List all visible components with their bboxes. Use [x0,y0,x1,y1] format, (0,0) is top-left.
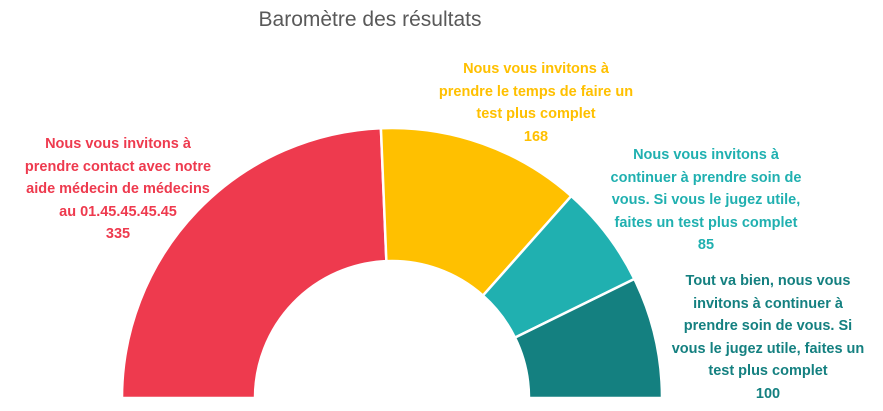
slice-value: 100 [755,385,781,402]
slice-label-text: Tout va bien, nous vous [685,273,851,289]
slice-label-2: Nous vous invitons à prendre le temps de … [439,58,633,148]
slice-value: 168 [523,128,549,145]
slice-label-text: prendre le temps de faire un [438,83,634,100]
slice-label-text: vous. Si vous le jugez utile, [611,192,801,208]
slice-label-text: au 01.45.45.45.45 [59,203,177,220]
slice-label-text: Nous vous invitons à [633,147,779,163]
slice-label-text: prendre soin de vous. Si [683,318,853,334]
slice-label-1: Nous vous invitons à prendre contact avec… [25,133,211,246]
slice-label-text: test plus complet [708,363,828,379]
slice-label-text: vous le jugez utile, faites un [671,340,865,357]
slice-2 [379,126,574,298]
slice-label-text: aide médecin de médecins [26,181,210,197]
slice-label-text: faites un test plus complet [614,214,798,231]
slice-label-text: Nous vous invitons à [45,136,191,152]
chart-title: Baromètre des résultats [258,8,482,31]
slice-label-text: Nous vous invitons à [463,61,609,77]
slice-4 [513,277,664,400]
slice-label-text: prendre contact avec notre [24,158,212,175]
slice-label-text: test plus complet [476,106,596,122]
slice-label-3: Nous vous invitons à continuer à prendre … [611,144,802,257]
slice-label-text: continuer à prendre soin de [610,169,802,186]
slice-label-4: Tout va bien, nous vous invitons à contin… [672,270,865,405]
slice-value: 335 [105,226,131,242]
slice-label-text: invitons à continuer à [693,295,843,312]
slice-1 [120,126,388,400]
slice-value: 85 [697,237,715,253]
